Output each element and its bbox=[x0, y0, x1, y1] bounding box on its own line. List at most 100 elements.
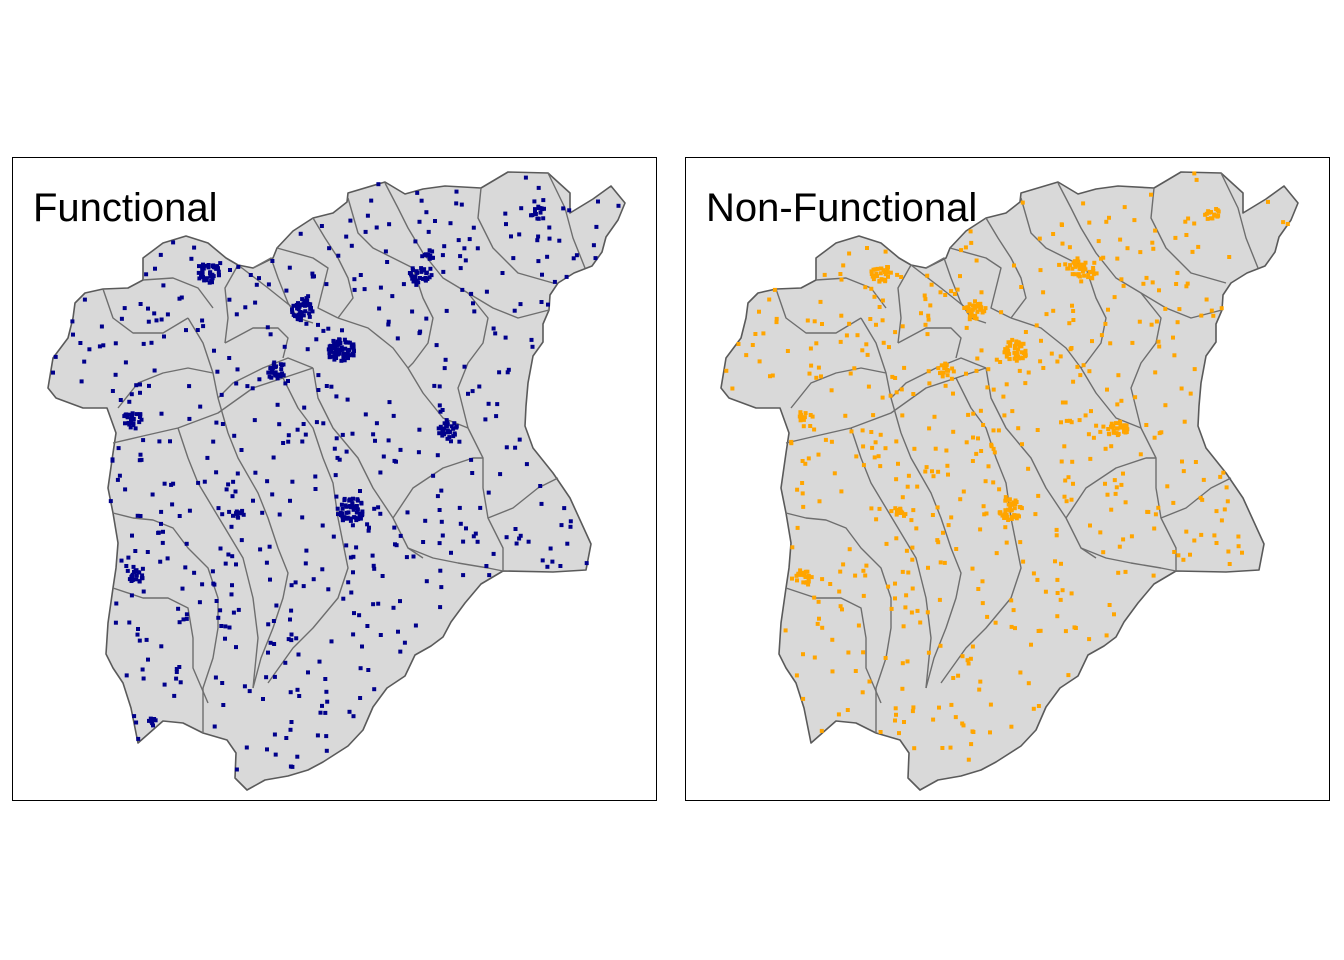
water-point-marker bbox=[801, 652, 805, 657]
water-point-marker bbox=[463, 258, 468, 263]
water-point-marker bbox=[1075, 364, 1080, 369]
water-point-marker bbox=[359, 501, 364, 506]
water-point-marker bbox=[427, 275, 432, 280]
water-point-marker bbox=[137, 579, 142, 584]
water-point-marker bbox=[807, 371, 812, 376]
water-point-marker bbox=[1089, 409, 1093, 414]
water-point-marker bbox=[358, 273, 363, 277]
water-point-marker bbox=[1004, 351, 1009, 355]
water-point-marker bbox=[1057, 262, 1062, 267]
water-point-marker bbox=[350, 501, 355, 506]
water-point-marker bbox=[978, 679, 983, 684]
water-point-marker bbox=[337, 337, 342, 342]
water-point-marker bbox=[201, 262, 205, 267]
water-point-marker bbox=[1174, 282, 1179, 286]
water-point-marker bbox=[951, 676, 956, 680]
water-point-marker bbox=[900, 686, 905, 691]
water-point-marker bbox=[150, 721, 155, 726]
water-point-marker bbox=[1156, 339, 1161, 344]
water-point-marker bbox=[177, 514, 182, 518]
water-point-marker bbox=[955, 287, 960, 292]
district-boundary bbox=[1010, 317, 1177, 571]
water-point-marker bbox=[266, 650, 270, 655]
water-point-marker bbox=[391, 413, 396, 418]
water-point-marker bbox=[1014, 342, 1019, 347]
water-point-marker bbox=[1096, 239, 1101, 244]
water-point-marker bbox=[774, 316, 779, 321]
water-point-marker bbox=[994, 551, 999, 556]
water-point-marker bbox=[812, 595, 817, 600]
water-point-marker bbox=[810, 414, 815, 419]
water-point-marker bbox=[798, 418, 803, 423]
functional-points bbox=[51, 175, 621, 772]
water-point-marker bbox=[1020, 355, 1025, 360]
water-point-marker bbox=[944, 368, 949, 373]
water-point-marker bbox=[458, 266, 463, 271]
map-panel-functional: Functional bbox=[12, 157, 657, 801]
water-point-marker bbox=[936, 469, 941, 474]
water-point-marker bbox=[1026, 466, 1031, 471]
water-point-marker bbox=[970, 313, 975, 318]
water-point-marker bbox=[736, 342, 741, 346]
water-point-marker bbox=[744, 353, 749, 358]
water-point-marker bbox=[146, 319, 151, 324]
water-point-marker bbox=[529, 213, 533, 218]
water-point-marker bbox=[346, 510, 351, 515]
water-point-marker bbox=[1021, 341, 1026, 346]
water-point-marker bbox=[952, 292, 957, 296]
water-point-marker bbox=[886, 270, 891, 275]
water-point-marker bbox=[79, 379, 84, 384]
water-point-marker bbox=[889, 606, 894, 611]
water-point-marker bbox=[1017, 368, 1022, 373]
water-point-marker bbox=[159, 644, 164, 649]
water-point-marker bbox=[253, 300, 258, 305]
water-point-marker bbox=[801, 415, 806, 420]
water-point-marker bbox=[334, 394, 339, 399]
water-point-marker bbox=[1086, 272, 1091, 277]
water-point-marker bbox=[304, 321, 309, 326]
water-point-marker bbox=[1082, 263, 1087, 267]
water-point-marker bbox=[789, 441, 794, 446]
water-point-marker bbox=[823, 437, 828, 442]
water-point-marker bbox=[1119, 398, 1124, 403]
water-point-marker bbox=[179, 295, 184, 300]
water-point-marker bbox=[314, 337, 319, 342]
water-point-marker bbox=[216, 273, 221, 278]
water-point-marker bbox=[371, 602, 376, 607]
water-point-marker bbox=[757, 309, 761, 314]
water-point-marker bbox=[424, 579, 429, 584]
water-point-marker bbox=[1112, 478, 1117, 483]
water-point-marker bbox=[538, 206, 543, 211]
water-point-marker bbox=[1199, 532, 1204, 537]
water-point-marker bbox=[948, 745, 953, 750]
water-point-marker bbox=[812, 319, 817, 324]
water-point-marker bbox=[208, 274, 213, 279]
water-point-marker bbox=[1088, 523, 1092, 528]
water-point-marker bbox=[335, 339, 340, 344]
water-point-marker bbox=[265, 479, 270, 484]
water-point-marker bbox=[234, 381, 239, 386]
water-point-marker bbox=[335, 506, 340, 511]
water-point-marker bbox=[344, 234, 349, 239]
water-point-marker bbox=[440, 253, 445, 258]
water-point-marker bbox=[122, 306, 127, 311]
water-point-marker bbox=[942, 366, 947, 370]
water-point-marker bbox=[421, 540, 426, 544]
water-point-marker bbox=[125, 414, 130, 419]
water-point-marker bbox=[533, 207, 537, 212]
water-point-marker bbox=[989, 442, 994, 447]
water-point-marker bbox=[971, 435, 975, 440]
water-point-marker bbox=[134, 577, 139, 582]
water-point-marker bbox=[800, 459, 805, 463]
water-point-marker bbox=[865, 352, 870, 357]
water-point-marker bbox=[750, 343, 755, 347]
water-point-marker bbox=[141, 589, 146, 594]
water-point-marker bbox=[881, 340, 886, 345]
water-point-marker bbox=[938, 643, 943, 648]
water-point-marker bbox=[832, 471, 837, 476]
water-point-marker bbox=[462, 364, 467, 369]
water-point-marker bbox=[889, 509, 894, 514]
water-point-marker bbox=[336, 253, 341, 258]
water-point-marker bbox=[223, 636, 227, 641]
water-point-marker bbox=[530, 344, 535, 349]
